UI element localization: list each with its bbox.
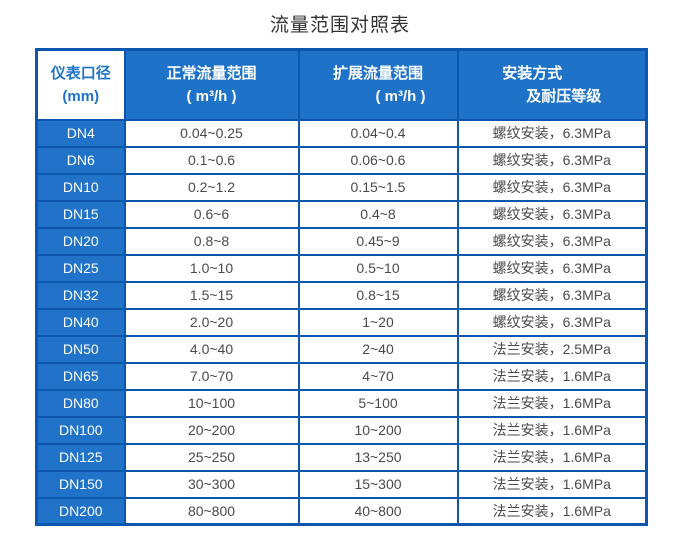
table-row: DN50 4.0~40 2~40 法兰安装，2.5MPa [35,334,648,364]
cell-extended-range: 0.15~1.5 [297,172,459,202]
cell-extended-range: 0.45~9 [297,226,459,256]
cell-normal-range: 80~800 [123,496,300,526]
header-cell-extended-range: 扩展流量范围 ( m³/h ) [297,48,459,121]
cell-installation: 法兰安装，1.6MPa [456,361,648,391]
cell-dn: DN150 [35,469,126,499]
table-row: DN125 25~250 13~250 法兰安装，1.6MPa [35,442,648,472]
cell-installation: 法兰安装，1.6MPa [456,388,648,418]
cell-dn: DN4 [35,118,126,148]
header-cell-normal-range: 正常流量范围 ( m³/h ) [123,48,300,121]
header-cell-installation: 安装方式 及耐压等级 [456,48,648,121]
cell-extended-range: 5~100 [297,388,459,418]
cell-installation: 螺纹安装，6.3MPa [456,280,648,310]
cell-extended-range: 15~300 [297,469,459,499]
cell-dn: DN6 [35,145,126,175]
cell-normal-range: 1.0~10 [123,253,300,283]
table-row: DN150 30~300 15~300 法兰安装，1.6MPa [35,469,648,499]
cell-extended-range: 0.4~8 [297,199,459,229]
cell-normal-range: 0.8~8 [123,226,300,256]
cell-extended-range: 1~20 [297,307,459,337]
header-normal-unit: ( m³/h ) [186,87,237,105]
cell-extended-range: 0.04~0.4 [297,118,459,148]
cell-normal-range: 0.6~6 [123,199,300,229]
cell-installation: 法兰安装，2.5MPa [456,334,648,364]
cell-normal-range: 25~250 [123,442,300,472]
table-row: DN40 2.0~20 1~20 螺纹安装，6.3MPa [35,307,648,337]
cell-installation: 法兰安装，1.6MPa [456,442,648,472]
cell-dn: DN20 [35,226,126,256]
cell-dn: DN10 [35,172,126,202]
cell-normal-range: 20~200 [123,415,300,445]
table-row: DN25 1.0~10 0.5~10 螺纹安装，6.3MPa [35,253,648,283]
table-row: DN6 0.1~0.6 0.06~0.6 螺纹安装，6.3MPa [35,145,648,175]
cell-dn: DN32 [35,280,126,310]
cell-installation: 螺纹安装，6.3MPa [456,145,648,175]
table-row: DN32 1.5~15 0.8~15 螺纹安装，6.3MPa [35,280,648,310]
cell-normal-range: 1.5~15 [123,280,300,310]
cell-installation: 法兰安装，1.6MPa [456,469,648,499]
header-diameter-label: 仪表口径 [50,64,111,82]
header-installation-line2: 及耐压等级 [526,87,602,105]
header-installation-block: 安装方式 及耐压等级 [502,62,601,109]
cell-installation: 螺纹安装，6.3MPa [456,307,648,337]
cell-dn: DN100 [35,415,126,445]
cell-extended-range: 10~200 [297,415,459,445]
cell-extended-range: 40~800 [297,496,459,526]
cell-normal-range: 30~300 [123,469,300,499]
table-row: DN80 10~100 5~100 法兰安装，1.6MPa [35,388,648,418]
cell-normal-range: 10~100 [123,388,300,418]
cell-dn: DN65 [35,361,126,391]
cell-installation: 螺纹安装，6.3MPa [456,199,648,229]
cell-extended-range: 4~70 [297,361,459,391]
table-row: DN10 0.2~1.2 0.15~1.5 螺纹安装，6.3MPa [35,172,648,202]
cell-dn: DN25 [35,253,126,283]
page-title: 流量范围对照表 [269,15,410,36]
cell-extended-range: 0.8~15 [297,280,459,310]
cell-installation: 螺纹安装，6.3MPa [456,118,648,148]
cell-dn: DN200 [35,496,126,526]
cell-installation: 螺纹安装，6.3MPa [456,226,648,256]
cell-extended-range: 2~40 [297,334,459,364]
table-row: DN15 0.6~6 0.4~8 螺纹安装，6.3MPa [35,199,648,229]
cell-normal-range: 0.04~0.25 [123,118,300,148]
header-extended-label: 扩展流量范围 [332,64,423,82]
header-extended-unit: ( m³/h ) [375,87,426,105]
cell-normal-range: 2.0~20 [123,307,300,337]
cell-installation: 螺纹安装，6.3MPa [456,253,648,283]
header-diameter-unit: (mm) [62,87,100,105]
table-row: DN100 20~200 10~200 法兰安装，1.6MPa [35,415,648,445]
header-cell-diameter: 仪表口径 (mm) [35,48,126,121]
cell-dn: DN80 [35,388,126,418]
cell-dn: DN50 [35,334,126,364]
table-row: DN20 0.8~8 0.45~9 螺纹安装，6.3MPa [35,226,648,256]
cell-normal-range: 7.0~70 [123,361,300,391]
cell-normal-range: 4.0~40 [123,334,300,364]
header-installation-line1: 安装方式 [502,64,563,82]
cell-installation: 法兰安装，1.6MPa [456,496,648,526]
cell-dn: DN125 [35,442,126,472]
flow-range-table: 仪表口径 (mm) 正常流量范围 ( m³/h ) 扩展流量范围 ( m³/h … [35,48,648,526]
cell-normal-range: 0.1~0.6 [123,145,300,175]
header-normal-label: 正常流量范围 [166,64,257,82]
table-row: DN200 80~800 40~800 法兰安装，1.6MPa [35,496,648,526]
cell-normal-range: 0.2~1.2 [123,172,300,202]
header-row: 仪表口径 (mm) 正常流量范围 ( m³/h ) 扩展流量范围 ( m³/h … [35,48,648,121]
cell-extended-range: 0.5~10 [297,253,459,283]
cell-installation: 螺纹安装，6.3MPa [456,172,648,202]
table-row: DN65 7.0~70 4~70 法兰安装，1.6MPa [35,361,648,391]
cell-installation: 法兰安装，1.6MPa [456,415,648,445]
cell-extended-range: 0.06~0.6 [297,145,459,175]
cell-dn: DN15 [35,199,126,229]
table-row: DN4 0.04~0.25 0.04~0.4 螺纹安装，6.3MPa [35,118,648,148]
cell-extended-range: 13~250 [297,442,459,472]
cell-dn: DN40 [35,307,126,337]
